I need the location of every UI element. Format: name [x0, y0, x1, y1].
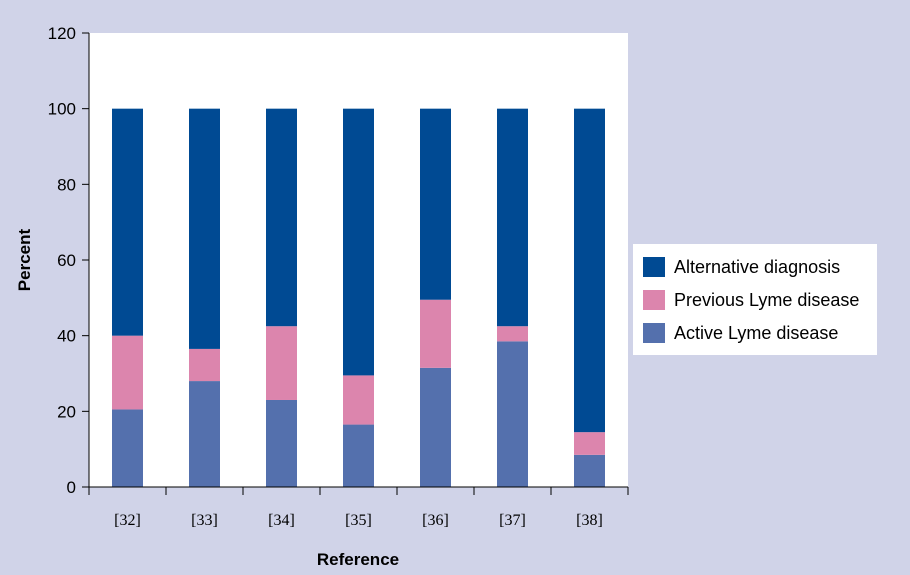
bar-segment-2-3	[266, 326, 297, 400]
bar-segment-2-4	[343, 375, 374, 425]
x-tick-label: [36]	[422, 512, 449, 529]
y-tick-label: 120	[48, 24, 76, 43]
y-tick-label: 60	[57, 251, 76, 270]
y-tick-label: 0	[67, 478, 76, 497]
x-tick-label: [34]	[268, 512, 295, 529]
bar-segment-1-3	[266, 399, 297, 487]
bar-segment-3-7	[574, 108, 605, 433]
bar-segment-3-1	[112, 108, 143, 336]
bar-segment-2-1	[112, 335, 143, 410]
bar-segment-3-4	[343, 108, 374, 376]
y-tick-label: 100	[48, 100, 76, 119]
bar-segment-3-2	[189, 108, 220, 349]
y-tick-label: 80	[57, 175, 76, 194]
bar-segment-1-5	[420, 367, 451, 487]
legend-swatch	[643, 290, 665, 310]
x-axis-title: Reference	[317, 550, 399, 569]
legend-label: Active Lyme disease	[674, 323, 838, 343]
bar-segment-2-2	[189, 348, 220, 382]
legend-swatch	[643, 323, 665, 343]
bars-group	[112, 108, 605, 487]
legend-label: Previous Lyme disease	[674, 290, 859, 310]
bar-segment-2-5	[420, 299, 451, 368]
legend: Alternative diagnosis Previous Lyme disea…	[633, 244, 877, 355]
bar-segment-1-2	[189, 381, 220, 487]
bar-segment-1-6	[497, 341, 528, 487]
x-tick-label: [33]	[191, 512, 218, 529]
bar-segment-2-7	[574, 432, 605, 455]
bar-segment-1-4	[343, 424, 374, 487]
x-tick-label: [37]	[499, 512, 526, 529]
bar-segment-3-5	[420, 108, 451, 300]
bar-segment-3-3	[266, 108, 297, 327]
x-tick-label: [32]	[114, 512, 141, 529]
bar-segment-1-1	[112, 409, 143, 487]
legend-items: Alternative diagnosis Previous Lyme disea…	[643, 257, 859, 343]
legend-label: Alternative diagnosis	[674, 257, 840, 277]
bar-segment-2-6	[497, 326, 528, 342]
y-tick-label: 40	[57, 327, 76, 346]
y-axis-title: Percent	[15, 228, 34, 291]
legend-swatch	[643, 257, 665, 277]
bar-segment-1-7	[574, 454, 605, 487]
bar-segment-3-6	[497, 108, 528, 327]
legend-box	[633, 244, 877, 355]
x-tick-label: [38]	[576, 512, 603, 529]
x-tick-label: [35]	[345, 512, 372, 529]
axes-group: 0 20 40 60 80 100 120 [32] [33] [34] [35] [36] [37] […	[48, 24, 629, 529]
y-tick-label: 20	[57, 402, 76, 421]
